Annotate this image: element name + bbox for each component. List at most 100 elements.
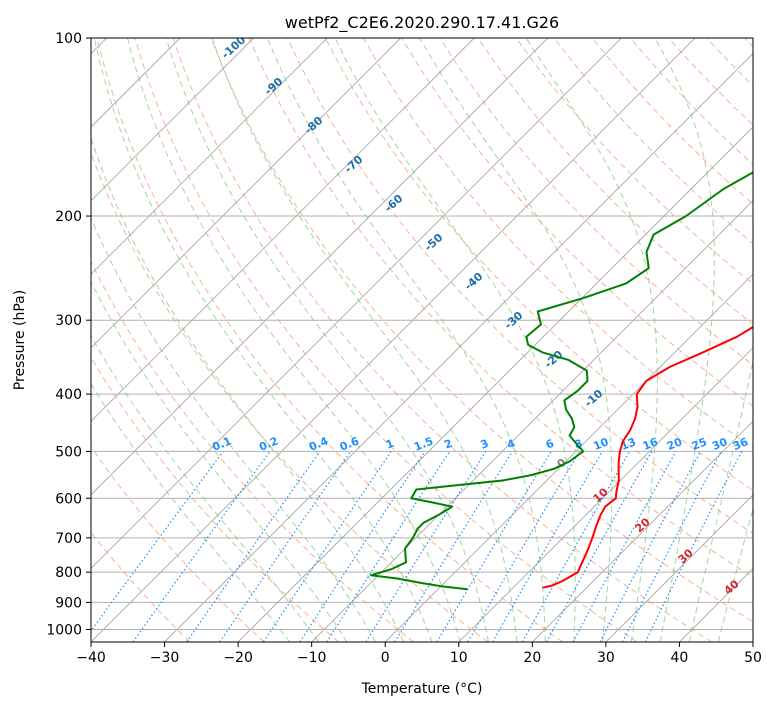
moist-adiabat xyxy=(525,38,658,642)
moist-adiabat xyxy=(654,38,715,642)
y-axis-label: Pressure (hPa) xyxy=(12,290,28,390)
moist-adiabat xyxy=(334,38,576,642)
moist-adiabat xyxy=(91,216,376,642)
isotherm xyxy=(91,38,328,275)
temperature-line xyxy=(542,325,753,589)
chart-title: wetPf2_C2E6.2020.290.17.41.G26 xyxy=(285,13,559,33)
isotherm xyxy=(91,38,696,642)
y-tick-label: 200 xyxy=(55,209,82,225)
dry-adiabat xyxy=(96,38,563,642)
y-tick-label: 700 xyxy=(55,531,82,547)
moist-adiabat xyxy=(419,38,613,642)
y-tick-label: 100 xyxy=(55,31,82,47)
mixing-ratio-line xyxy=(436,451,552,642)
background-lines xyxy=(91,38,753,642)
mixing-ratio-line xyxy=(326,451,451,642)
mixing-ratio-label: 1 xyxy=(384,437,396,452)
isotherm xyxy=(91,38,475,423)
moist-adiabat xyxy=(127,38,461,642)
dry-adiabat xyxy=(248,38,753,578)
x-tick-label: 40 xyxy=(671,650,689,666)
mixing-ratio-label: 10 xyxy=(591,435,610,453)
dry-adiabat-label: -60 xyxy=(382,192,406,215)
x-tick-label: −20 xyxy=(223,650,253,666)
mixing-ratio-label: 20 xyxy=(665,435,684,453)
isotherm xyxy=(384,273,753,642)
x-tick-label: 10 xyxy=(450,650,468,666)
y-tick-label: 300 xyxy=(55,313,82,329)
mixing-ratio-label: 8 xyxy=(572,437,584,452)
y-tick-label: 600 xyxy=(55,491,82,507)
mixing-ratio-line xyxy=(219,451,352,642)
dry-adiabat xyxy=(515,38,753,285)
moist-adiabat-label: 20 xyxy=(633,515,653,535)
x-tick-label: −30 xyxy=(150,650,180,666)
moist-adiabat xyxy=(91,382,291,642)
dry-adiabat xyxy=(91,531,191,642)
x-tick-label: 30 xyxy=(597,650,615,666)
y-tick-label: 500 xyxy=(55,444,82,460)
dry-adiabat xyxy=(172,38,713,642)
dry-adiabat-label: -30 xyxy=(502,309,526,332)
mixing-ratio-line xyxy=(521,451,631,642)
mixing-ratio-label: 0.4 xyxy=(307,434,330,453)
dry-adiabat-label: -90 xyxy=(262,75,286,98)
mixing-ratio-line xyxy=(572,451,677,642)
isotherm xyxy=(311,199,753,642)
moist-adiabat xyxy=(91,334,319,642)
x-tick-label: 50 xyxy=(744,650,762,666)
dry-adiabat xyxy=(91,151,489,642)
moist-adiabat xyxy=(688,359,753,642)
isotherm xyxy=(605,494,753,642)
isotherm xyxy=(679,567,753,642)
moist-adiabat xyxy=(266,38,546,642)
mixing-ratio-label: 0.6 xyxy=(338,434,361,453)
isotherm xyxy=(91,38,549,496)
plot-frame xyxy=(90,37,754,643)
x-tick-label: 0 xyxy=(381,650,390,666)
isotherm xyxy=(164,52,753,642)
mixing-ratio-label: 16 xyxy=(641,435,660,453)
mixing-ratio-label: 2 xyxy=(442,437,454,452)
data-traces xyxy=(370,171,753,591)
moist-adiabat-label: 40 xyxy=(722,577,742,597)
dry-adiabat-label: -20 xyxy=(542,348,566,371)
y-tick-label: 900 xyxy=(55,595,82,611)
mixing-ratio-label: 36 xyxy=(731,435,750,453)
x-tick-label: −10 xyxy=(297,650,327,666)
mixing-ratio-line xyxy=(186,451,321,642)
mixing-ratio-line xyxy=(262,451,392,642)
y-tick-label: 800 xyxy=(55,565,82,581)
mixing-ratio-line xyxy=(91,451,224,632)
mixing-ratio-line xyxy=(546,451,653,642)
mixing-ratio-line xyxy=(394,451,513,642)
mixing-ratio-line xyxy=(644,451,743,642)
moist-adiabat xyxy=(717,507,753,642)
isotherm xyxy=(458,347,753,642)
moist-adiabat xyxy=(93,38,433,642)
x-tick-label: −40 xyxy=(76,650,106,666)
dry-adiabat xyxy=(325,38,753,491)
isotherm xyxy=(91,38,255,202)
dry-adiabat xyxy=(134,38,638,642)
dry-adiabat xyxy=(286,38,753,535)
dry-adiabat-label: -10 xyxy=(582,387,606,410)
y-tick-label: 1000 xyxy=(46,622,82,638)
dry-adiabat xyxy=(91,445,265,642)
mixing-ratio-line xyxy=(132,451,271,642)
mixing-ratio-label: 30 xyxy=(710,435,729,453)
mixing-ratio-label: 3 xyxy=(479,437,491,452)
dry-adiabat-label: -40 xyxy=(462,270,486,293)
isotherm xyxy=(237,126,753,642)
dry-adiabat xyxy=(210,38,753,623)
mixing-ratio-label: 6 xyxy=(544,437,556,452)
dry-adiabat-label: -70 xyxy=(342,153,366,176)
line-labels: -100-90-80-70-60-50-40-30-20-100.1 0.2 0.4… xyxy=(210,38,750,597)
dry-adiabat xyxy=(706,38,753,87)
isotherm xyxy=(752,641,753,642)
moist-adiabat xyxy=(211,38,518,642)
x-axis-label: Temperature (°C) xyxy=(361,681,483,697)
dry-adiabat xyxy=(91,260,414,642)
dry-adiabat xyxy=(744,38,753,48)
moist-adiabat-label: 30 xyxy=(676,546,696,566)
